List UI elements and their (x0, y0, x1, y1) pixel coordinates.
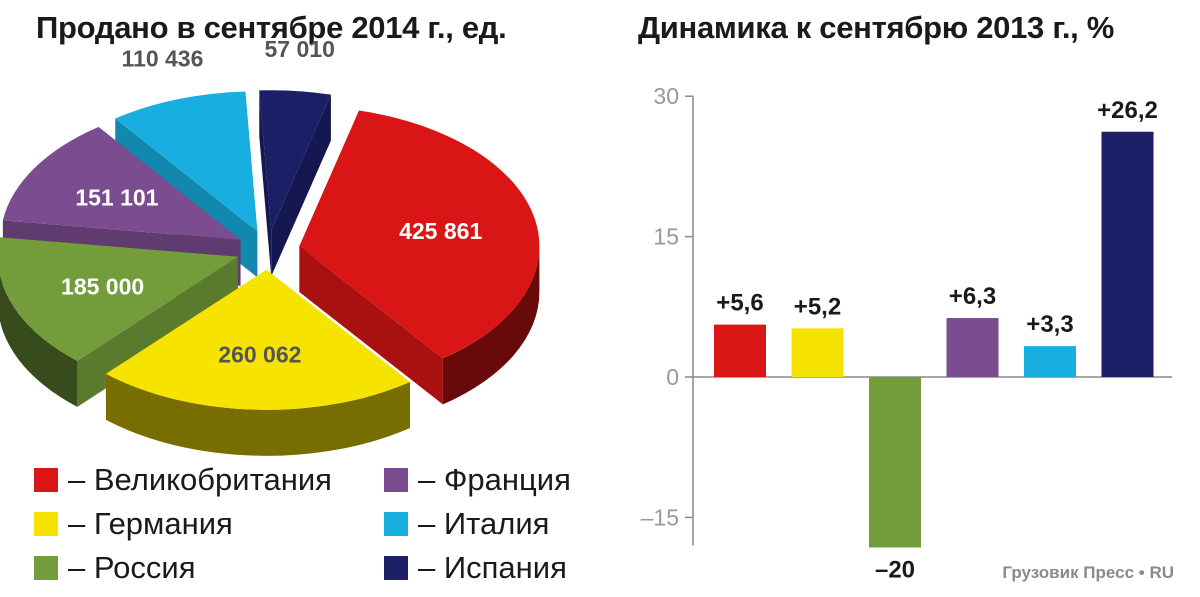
bar-германия (791, 328, 844, 377)
legend-label: – Россия (68, 550, 196, 585)
bar-испания (1101, 131, 1154, 377)
legend-item-russia: – Россия (34, 550, 384, 586)
legend-swatch (34, 468, 58, 492)
bar-value-label: +5,2 (794, 293, 841, 320)
bar-value-label: +5,6 (716, 290, 763, 317)
legend-swatch (34, 556, 58, 580)
legend-swatch (384, 512, 408, 536)
legend-item-spain: – Испания (384, 550, 614, 586)
legend-item-italy: – Италия (384, 506, 614, 542)
bar-value-label: +26,2 (1097, 97, 1158, 124)
watermark: Грузовик Пресс • RU (1002, 563, 1174, 582)
legend-item-uk: – Великобритания (34, 462, 384, 498)
y-tick-label: –15 (641, 504, 679, 530)
legend-swatch (384, 556, 408, 580)
y-tick-label: 30 (653, 83, 679, 109)
pie-value-label: 425 861 (399, 218, 482, 244)
pie-slice-испания (259, 90, 331, 277)
pie-slice-великобритания (299, 110, 540, 405)
legend-label: – Великобритания (68, 462, 332, 497)
bar-value-label: –20 (875, 556, 915, 583)
bar-chart-title: Динамика к сентябрю 2013 г., % (638, 10, 1115, 45)
bar-италия (1024, 346, 1076, 377)
pie-chart-title: Продано в сентябре 2014 г., ед. (36, 10, 507, 45)
y-tick-label: 0 (666, 364, 679, 390)
pie-chart: 425 861 260 062 185 000 151 101 110 436 57 01… (0, 36, 540, 456)
bar-франция (946, 318, 999, 377)
legend-label: – Испания (418, 550, 567, 585)
bar-россия (869, 377, 921, 548)
legend-item-germany: – Германия (34, 506, 384, 542)
y-tick-label: 15 (653, 224, 679, 250)
pie-legend: – Великобритания – Франция – Германия – … (34, 462, 614, 586)
pie-value-label: 185 000 (61, 274, 144, 300)
pie-value-label: 110 436 (122, 46, 204, 72)
legend-item-france: – Франция (384, 462, 614, 498)
legend-swatch (34, 512, 58, 536)
pie-value-label: 260 062 (218, 342, 301, 368)
legend-label: – Франция (418, 462, 571, 497)
legend-label: – Италия (418, 506, 550, 541)
pie-value-label: 151 101 (75, 185, 158, 211)
pie-slice-германия (105, 269, 410, 456)
pie-value-label: 57 010 (265, 36, 335, 62)
bar-value-label: +3,3 (1026, 311, 1073, 338)
bar-великобритания (714, 324, 766, 377)
legend-swatch (384, 468, 408, 492)
bar-value-label: +6,3 (949, 283, 996, 310)
legend-label: – Германия (68, 506, 233, 541)
